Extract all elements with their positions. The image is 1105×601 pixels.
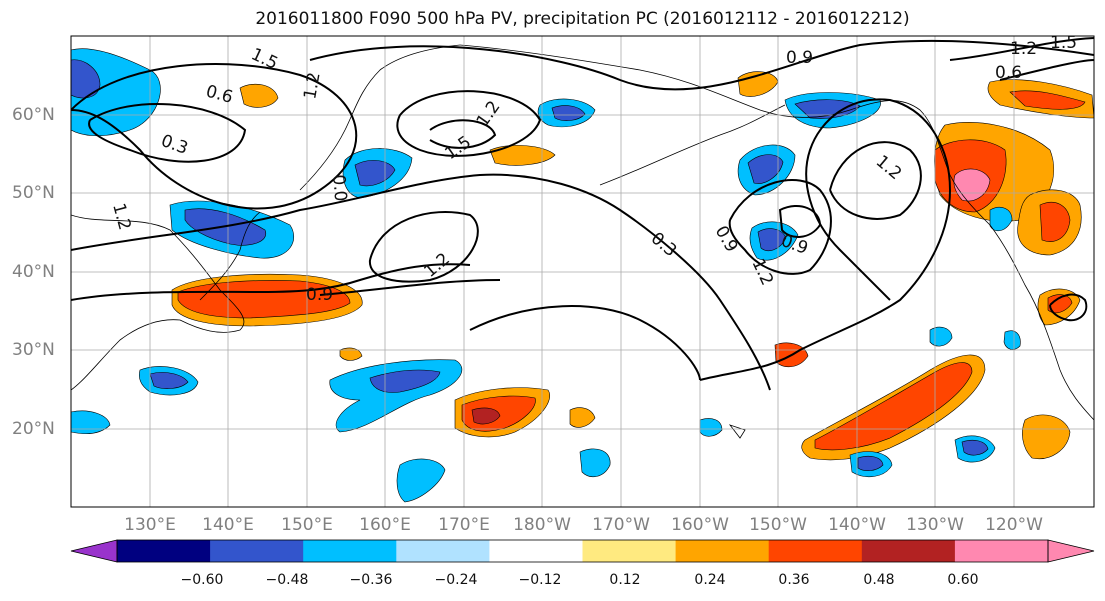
colorbar-min-arrow	[70, 539, 118, 563]
colorbar-tick-label: −0.36	[349, 572, 393, 588]
colorbar-frame	[116, 539, 1049, 563]
contour-label: 0.9	[306, 285, 333, 305]
colorbar-tick-label: −0.12	[518, 572, 562, 588]
map-frame	[70, 35, 1095, 508]
colorbar-tick-label: 0.12	[609, 572, 641, 588]
lon-label: 160°W	[671, 515, 729, 535]
colorbar-cell	[675, 540, 770, 562]
colorbar-tick-label: 0.36	[778, 572, 810, 588]
graticule	[71, 36, 1094, 507]
contour-label: 0.0	[328, 174, 350, 203]
pv-contours	[71, 37, 1094, 391]
lat-label: 50°N	[12, 183, 55, 203]
colorbar	[70, 539, 1095, 563]
lon-label: 140°W	[828, 515, 886, 535]
lon-label: 150°W	[749, 515, 807, 535]
lon-label: 140°E	[202, 515, 254, 535]
colorbar-cell	[396, 540, 490, 562]
lat-label: 40°N	[12, 262, 55, 282]
colorbar-cell	[117, 540, 211, 562]
lon-label: 170°E	[438, 515, 490, 535]
lon-label: 130°E	[124, 515, 176, 535]
lat-label: 60°N	[12, 105, 55, 125]
colorbar-tick-label: −0.48	[265, 572, 309, 588]
lon-label: 130°W	[906, 515, 964, 535]
colorbar-cell	[954, 540, 1049, 562]
contour-label: 1.2	[300, 71, 324, 101]
contour-label: 0.6	[995, 63, 1022, 83]
lon-label: 170°W	[592, 515, 650, 535]
map-title: 2016011800 F090 500 hPa PV, precipitatio…	[255, 9, 910, 29]
colorbar-cells	[117, 540, 1049, 562]
colorbar-tick-label: −0.60	[180, 572, 224, 588]
colorbar-tick-label: 0.24	[694, 572, 726, 588]
colorbar-max-arrow	[1047, 539, 1095, 563]
lat-label: 30°N	[12, 340, 55, 360]
lon-label: 180°W	[513, 515, 571, 535]
contour-label: 1.2	[1010, 39, 1037, 59]
colorbar-cell	[861, 540, 956, 562]
colorbar-cell	[582, 540, 677, 562]
contour-label: 1.5	[1050, 33, 1077, 53]
contour-label: 0.9	[786, 48, 813, 68]
colorbar-tick-label: 0.48	[863, 572, 895, 588]
colorbar-cell	[489, 540, 583, 562]
colorbar-cell	[210, 540, 304, 562]
lon-label: 160°E	[359, 515, 411, 535]
colorbar-tick-label: −0.24	[434, 572, 478, 588]
lat-label: 20°N	[12, 419, 55, 439]
lon-label: 120°W	[985, 515, 1043, 535]
colorbar-cell	[303, 540, 397, 562]
colorbar-cell	[768, 540, 863, 562]
lon-label: 150°E	[281, 515, 333, 535]
colorbar-tick-label: 0.60	[947, 572, 979, 588]
